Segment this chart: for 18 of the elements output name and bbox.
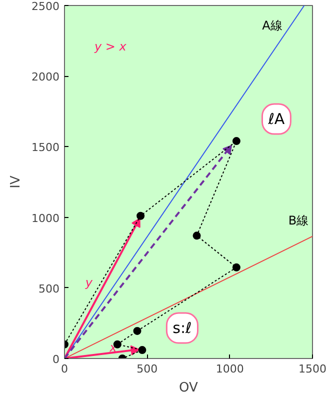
series-label: y — [84, 276, 94, 290]
y-tick-label: 1000 — [32, 212, 60, 225]
annotation: ℓA — [267, 110, 286, 128]
series-label: B線 — [288, 213, 309, 228]
x-tick-label: 1500 — [298, 362, 327, 376]
x-tick-label: 500 — [136, 362, 158, 376]
x-axis-title: OV — [179, 380, 198, 396]
x-tick-label: 1000 — [216, 362, 244, 376]
y-tick-label: 0 — [52, 353, 60, 366]
annotation: s:ℓ — [172, 319, 192, 338]
y-tick-label: 2000 — [32, 70, 60, 84]
y-axis-title: IV — [8, 176, 24, 188]
y-tick-label: 2500 — [32, 0, 60, 13]
y-tick-label: 1500 — [32, 141, 60, 154]
x-tick-label: 0 — [61, 362, 68, 376]
series-label: A線 — [262, 18, 282, 32]
y-tick-label: 500 — [38, 282, 60, 296]
annotation: y > x — [94, 40, 128, 54]
